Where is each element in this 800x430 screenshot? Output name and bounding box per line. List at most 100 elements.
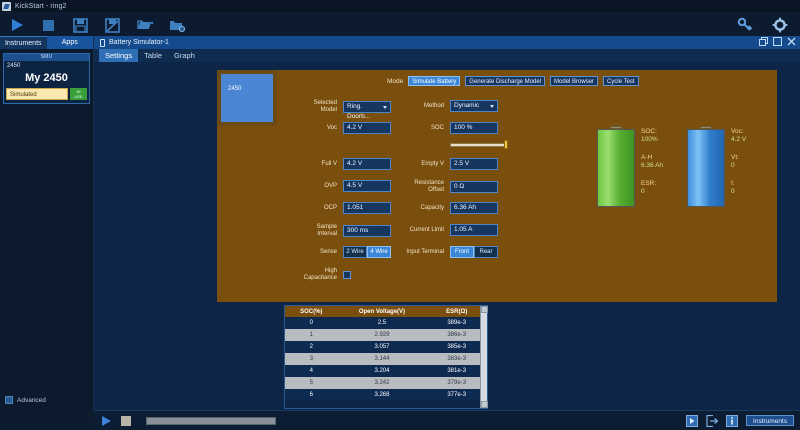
high-capacitance-checkbox[interactable] xyxy=(343,271,351,279)
save-button[interactable] xyxy=(72,17,90,33)
sense-option-4-wire[interactable]: 4 Wire xyxy=(367,246,391,258)
table-row[interactable]: 5 3.242 379e-3 xyxy=(285,377,487,389)
toolbar-right-group xyxy=(737,13,790,36)
export-button[interactable] xyxy=(706,414,719,427)
ocp-row: OCP 1.051 xyxy=(297,202,391,214)
ocp-field[interactable]: 1.051 xyxy=(343,202,391,214)
input-terminal-row: Input Terminal Front Rear xyxy=(402,246,498,258)
selected-model-dropdown[interactable]: Ring. Doorb... xyxy=(343,101,391,120)
table-scrollbar[interactable] xyxy=(480,306,488,408)
scroll-up-button[interactable] xyxy=(481,306,488,313)
stop-button[interactable] xyxy=(40,17,58,33)
cell-open-voltage: 3.057 xyxy=(337,341,427,353)
column-header-soc[interactable]: SOC(%) xyxy=(285,306,338,317)
restore-button[interactable] xyxy=(759,37,768,46)
soc-readout: SOC: 100% xyxy=(641,128,658,144)
ocp-label: OCP xyxy=(323,204,337,211)
document-tab-title: Battery Simulator-1 xyxy=(109,39,169,46)
table-header-row: SOC(%) Open Voltage(V) ESR(Ω) xyxy=(285,306,487,317)
instrument-card-header: SMU xyxy=(4,54,89,61)
instrument-model-label: 2450 xyxy=(7,63,21,69)
table-row[interactable]: 4 3.204 381e-3 xyxy=(285,365,487,377)
ah-readout-key: A-H xyxy=(641,154,653,161)
full-v-field[interactable]: 4.2 V xyxy=(343,158,391,170)
open-folder-button[interactable] xyxy=(136,17,154,33)
table-row[interactable]: 0 2.5 389e-3 xyxy=(285,317,487,329)
sample-interval-field[interactable]: 300 ms xyxy=(343,225,391,237)
gear-icon[interactable] xyxy=(772,17,790,33)
input-terminal-option-rear[interactable]: Rear xyxy=(474,246,498,258)
mode-tab-cycle-test[interactable]: Cycle Test xyxy=(603,76,639,86)
tab-settings[interactable]: Settings xyxy=(99,49,139,62)
advanced-label: Advanced xyxy=(17,396,46,404)
key-icon[interactable] xyxy=(737,17,755,33)
soc-readout-value: 100% xyxy=(641,136,658,143)
table-row[interactable]: 6 3.268 377e-3 xyxy=(285,389,487,401)
voc-field[interactable]: 4.2 V xyxy=(343,122,391,134)
current-limit-field[interactable]: 1.05 A xyxy=(450,224,498,236)
battery-cap-icon xyxy=(610,126,622,129)
cell-esr: 385e-3 xyxy=(426,341,487,353)
advanced-button[interactable]: Advanced xyxy=(0,390,94,410)
instrument-status-field[interactable]: Simulated xyxy=(6,88,68,100)
soc-slider-thumb[interactable] xyxy=(504,140,508,149)
mode-tab-model-browser[interactable]: Model Browser xyxy=(550,76,599,86)
table-row[interactable]: 2 3.057 385e-3 xyxy=(285,341,487,353)
title-bar: KickStart - ring2 xyxy=(0,0,800,13)
battery-fill xyxy=(598,130,634,206)
voltage-battery-gauge xyxy=(687,126,725,207)
capacity-label: Capacity xyxy=(420,204,444,211)
voc-row: Voc 4.2 V xyxy=(297,122,391,134)
sense-option-2-wire[interactable]: 2 Wire xyxy=(343,246,367,258)
maximize-button[interactable] xyxy=(773,37,782,46)
run-button[interactable] xyxy=(100,415,112,427)
soc-field[interactable]: 100 % xyxy=(450,122,498,134)
sidebar-tab-instruments[interactable]: Instruments xyxy=(0,36,47,49)
document-tab[interactable]: Battery Simulator-1 xyxy=(94,36,800,49)
esr-readout: ESR: 0 xyxy=(641,180,656,196)
current-limit-row: Current Limit 1.05 A xyxy=(402,224,498,236)
empty-v-field[interactable]: 2.5 V xyxy=(450,158,498,170)
instrument-card[interactable]: SMU 2450 My 2450 Simulated IN USE xyxy=(3,53,90,104)
table-row[interactable]: 1 2.929 386e-3 xyxy=(285,329,487,341)
soc-slider[interactable] xyxy=(450,140,508,149)
save-as-button[interactable] xyxy=(104,17,122,33)
input-terminal-option-front[interactable]: Front xyxy=(450,246,474,258)
info-button[interactable] xyxy=(726,414,739,427)
battery-body xyxy=(597,129,635,207)
esr-readout-value: 0 xyxy=(641,188,645,195)
stop-button[interactable] xyxy=(120,415,132,427)
cell-soc: 5 xyxy=(285,377,338,389)
sense-row: Sense 2 Wire 4 Wire xyxy=(297,246,391,258)
current-readout: I: 0 xyxy=(731,180,735,196)
status-badge-line1: IN xyxy=(76,89,81,94)
close-button[interactable] xyxy=(787,37,796,46)
tab-graph[interactable]: Graph xyxy=(174,51,195,60)
high-capacitance-label: High Capacitance xyxy=(303,268,337,281)
ovp-field[interactable]: 4.5 V xyxy=(343,180,391,192)
sidebar-tab-apps[interactable]: Apps xyxy=(46,36,93,49)
step-button[interactable] xyxy=(686,414,699,427)
tab-table[interactable]: Table xyxy=(144,51,163,60)
new-project-button[interactable] xyxy=(168,17,186,33)
device-panel[interactable]: 2450 xyxy=(217,70,277,126)
column-header-open-voltage[interactable]: Open Voltage(V) xyxy=(337,306,427,317)
sidebar-tabs: Instruments Apps xyxy=(0,36,93,49)
column-header-esr[interactable]: ESR(Ω) xyxy=(426,306,487,317)
ovp-label: OVP xyxy=(324,182,337,189)
table-row[interactable]: 3 3.144 383e-3 xyxy=(285,353,487,365)
scroll-down-button[interactable] xyxy=(481,401,488,408)
cell-soc: 1 xyxy=(285,329,338,341)
resistance-offset-field[interactable]: 0 Ω xyxy=(450,181,498,193)
capacity-field[interactable]: 6.36 Ah xyxy=(450,202,498,214)
instruments-button[interactable]: Instruments xyxy=(746,415,794,426)
mode-tab-simulate-battery[interactable]: Simulate Battery xyxy=(408,76,461,86)
mode-tab-generate-discharge-model[interactable]: Generate Discharge Model xyxy=(465,76,546,86)
cell-open-voltage: 2.5 xyxy=(337,317,427,329)
battery-scale-ticks xyxy=(597,130,598,207)
method-dropdown[interactable]: Dynamic xyxy=(450,100,498,112)
sidebar: Instruments Apps SMU 2450 My 2450 Simula… xyxy=(0,36,94,410)
run-button[interactable] xyxy=(8,17,26,33)
cell-soc: 2 xyxy=(285,341,338,353)
vt-readout: Vt: 0 xyxy=(731,154,739,170)
